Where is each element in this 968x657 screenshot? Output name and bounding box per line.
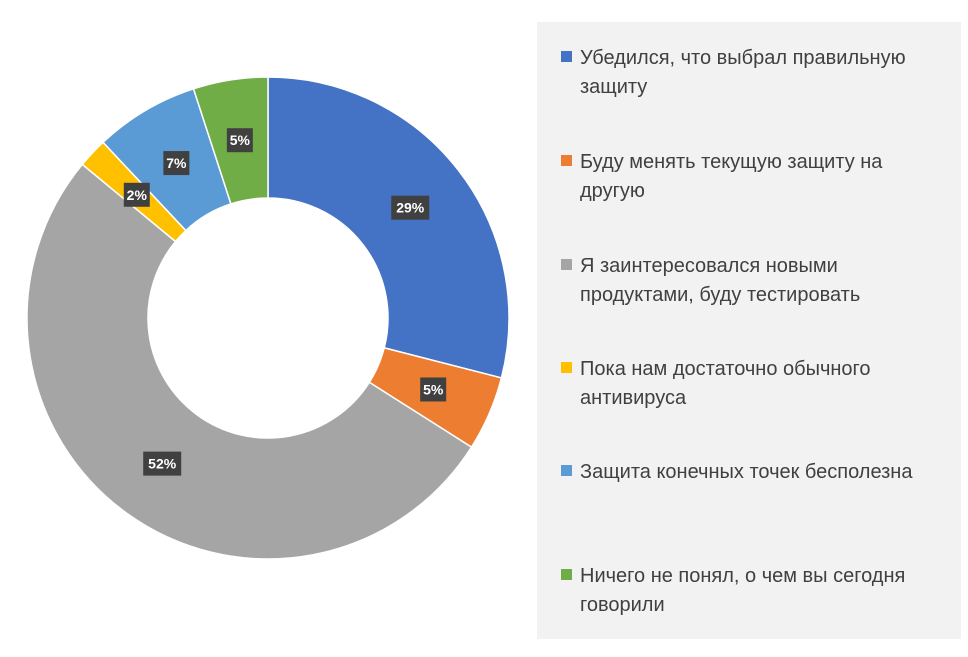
legend-label-4: Пока нам достаточно обычного антивируса — [580, 355, 871, 413]
legend-swatch-4 — [561, 362, 572, 373]
data-label-box-1 — [391, 195, 430, 220]
legend-swatch-5 — [561, 465, 572, 476]
legend-label-4-line-1: Пока нам достаточно обычного — [580, 358, 871, 380]
data-label-6: 5% — [226, 128, 253, 153]
legend-label-5: Защита конечных точек бесполезна — [580, 458, 912, 487]
legend-label-5-line-1: Защита конечных точек бесполезна — [580, 461, 913, 483]
data-label-text-3: 52% — [148, 456, 177, 472]
data-label-text-6: 5% — [230, 132, 251, 148]
legend-label-1-line-2: защиту — [580, 76, 648, 98]
data-label-2: 5% — [420, 377, 447, 402]
doughnut-chart-svg: 29% 5% 52% 2% 7% 5% — [26, 76, 510, 560]
legend-label-3-line-1: Я заинтересовался новыми — [580, 255, 838, 277]
data-label-text-2: 5% — [423, 381, 444, 397]
legend-item-4: Пока нам достаточно обычного антивируса — [561, 355, 951, 413]
data-label-box-6 — [226, 128, 253, 153]
data-label-5: 7% — [163, 151, 190, 176]
legend-item-3: Я заинтересовался новыми продуктами, буд… — [561, 252, 951, 310]
legend-swatch-2 — [561, 155, 572, 166]
legend-label-2-line-1: Буду менять текущую защиту на — [580, 151, 883, 173]
legend-swatch-3 — [561, 259, 572, 270]
legend-label-6: Ничего не понял, о чем вы сегодня говори… — [580, 562, 905, 620]
data-label-4: 2% — [123, 182, 150, 207]
legend-label-2: Буду менять текущую защиту на другую — [580, 148, 882, 206]
data-label-box-5 — [163, 151, 190, 176]
legend-label-3: Я заинтересовался новыми продуктами, буд… — [580, 252, 860, 310]
legend-item-5: Защита конечных точек бесполезна — [561, 458, 951, 487]
legend-item-1: Убедился, что выбрал правильную защиту — [561, 44, 951, 102]
data-label-box-2 — [420, 377, 447, 402]
doughnut-chart: 29% 5% 52% 2% 7% 5% — [26, 76, 510, 560]
data-label-box-4 — [123, 182, 150, 207]
legend-label-1: Убедился, что выбрал правильную защиту — [580, 44, 906, 102]
legend-label-6-line-1: Ничего не понял, о чем вы сегодня — [580, 565, 906, 587]
doughnut-slice-3 — [26, 163, 473, 560]
data-label-1: 29% — [391, 195, 430, 220]
data-label-text-1: 29% — [396, 200, 425, 216]
legend-item-6: Ничего не понял, о чем вы сегодня говори… — [561, 562, 951, 620]
legend-item-2: Буду менять текущую защиту на другую — [561, 148, 951, 206]
legend-swatch-6 — [561, 569, 572, 580]
data-label-box-3 — [143, 451, 182, 476]
legend-label-4-line-2: антивируса — [580, 387, 687, 409]
data-label-text-4: 2% — [127, 187, 148, 203]
chart-legend: Убедился, что выбрал правильную защиту Б… — [537, 22, 961, 639]
legend-label-6-line-2: говорили — [580, 594, 665, 616]
legend-swatch-1 — [561, 51, 572, 62]
data-label-text-5: 7% — [166, 155, 187, 171]
legend-label-2-line-2: другую — [580, 180, 645, 202]
legend-label-3-line-2: продуктами, буду тестировать — [580, 284, 861, 306]
data-label-3: 52% — [143, 451, 182, 476]
doughnut-slice-1 — [267, 76, 510, 379]
legend-label-1-line-1: Убедился, что выбрал правильную — [580, 47, 906, 69]
